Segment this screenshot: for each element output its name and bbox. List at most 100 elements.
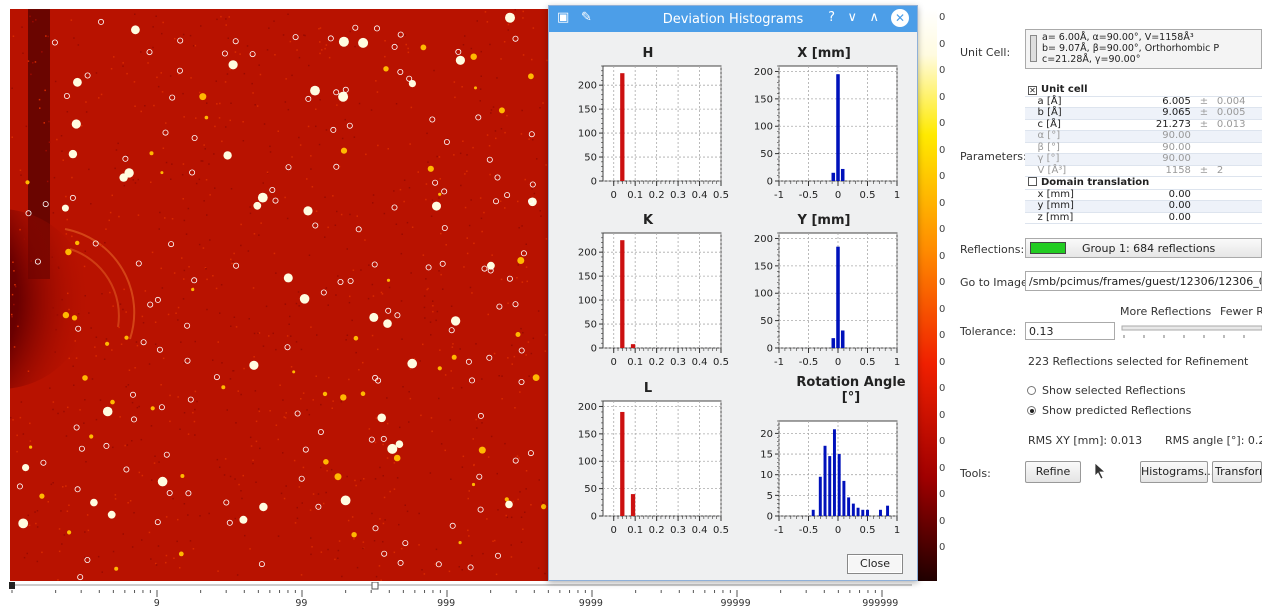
- predicted-marker: [42, 201, 49, 208]
- tolerance-input[interactable]: 0.13: [1025, 322, 1115, 340]
- reflection-spot: [107, 510, 116, 519]
- dialog-titlebar[interactable]: ▣ ✎ Deviation Histograms ? ∨ ∧ ✕: [549, 6, 917, 32]
- x-tick-label: 1: [894, 357, 900, 368]
- predicted-marker: [504, 192, 511, 199]
- pin-icon[interactable]: ✎: [581, 10, 592, 25]
- predicted-marker: [232, 38, 239, 45]
- x-tick-label: 0: [611, 357, 617, 368]
- predicted-marker: [177, 37, 184, 44]
- histogram-title: Y [mm]: [797, 213, 851, 228]
- reflection-group-select[interactable]: Group 1: 684 reflections: [1025, 238, 1262, 258]
- param-row[interactable]: V [Å³] 1158 ±2: [1025, 165, 1262, 177]
- reflection-spot: [310, 85, 320, 96]
- reflection-spot: [249, 360, 259, 370]
- param-cell: 2: [1213, 165, 1262, 177]
- param-row[interactable]: x [mm] 0.00: [1025, 189, 1262, 201]
- x-tick-label: 0.1: [627, 357, 643, 368]
- predicted-marker: [154, 519, 161, 526]
- predicted-marker: [258, 561, 265, 568]
- predicted-marker: [320, 289, 327, 296]
- predicted-marker: [312, 222, 319, 229]
- param-row[interactable]: γ [°] 90.00: [1025, 153, 1262, 166]
- scale-handle-min: [9, 582, 15, 589]
- close-button[interactable]: Close: [847, 554, 903, 574]
- y-tick-label: 0: [767, 344, 773, 355]
- reflection-spot: [498, 107, 505, 114]
- histograms-button[interactable]: Histograms...: [1140, 461, 1214, 483]
- param-row[interactable]: z [mm] 0.00: [1025, 212, 1262, 224]
- reflections-label: Reflections:: [960, 243, 1025, 256]
- param-group-row[interactable]: Domain translation: [1025, 176, 1262, 190]
- tolerance-label: Tolerance:: [960, 325, 1017, 338]
- minimize-icon[interactable]: ∨: [847, 10, 857, 25]
- goto-image-input[interactable]: /smb/pcimus/frames/guest/12306/12306_01_…: [1025, 271, 1262, 291]
- predicted-marker: [131, 416, 138, 423]
- param-group-checkbox[interactable]: ✕: [1028, 86, 1037, 95]
- diffraction-image[interactable]: [10, 9, 548, 581]
- reflection-spots: [10, 9, 548, 581]
- param-row[interactable]: β [°] 90.00: [1025, 142, 1262, 154]
- histogram-l: L 0 50 100 150 200 0 0.1 0.2 0.3 0.4 0.5: [559, 381, 737, 546]
- x-tick-label: 0.5: [860, 357, 876, 368]
- predicted-marker: [16, 483, 23, 490]
- reflection-spot: [471, 482, 476, 487]
- transform-button[interactable]: Transforma: [1212, 461, 1262, 483]
- reflection-spot: [82, 375, 88, 381]
- histogram-bar: [840, 168, 845, 181]
- help-icon[interactable]: ?: [828, 10, 835, 25]
- show-selected-radio[interactable]: [1027, 386, 1036, 395]
- y-tick-label: 0: [767, 512, 773, 523]
- param-cell: ±: [1193, 119, 1214, 131]
- colorbar-tick: 0: [939, 91, 946, 103]
- tolerance-slider[interactable]: [1120, 322, 1262, 342]
- reflection-spot: [150, 406, 155, 411]
- maximize-icon[interactable]: ∧: [869, 10, 879, 25]
- y-tick-label: 50: [760, 316, 773, 327]
- close-icon[interactable]: ✕: [891, 9, 909, 27]
- param-row[interactable]: a [Å] 6.005 ±0.004: [1025, 96, 1262, 108]
- app-icon: ▣: [557, 10, 570, 25]
- predicted-marker: [191, 277, 198, 284]
- predicted-marker: [391, 204, 398, 211]
- reflection-spot: [458, 541, 462, 545]
- predicted-marker: [468, 377, 475, 384]
- param-group-checkbox[interactable]: [1028, 177, 1037, 186]
- x-tick-label: -1: [774, 190, 784, 201]
- parameters-tree[interactable]: ✕ Unit cell a [Å] 6.005 ±0.004 b [Å] 9.065 ±0…: [1025, 84, 1262, 224]
- reflection-spot: [470, 53, 477, 60]
- colorbar-tick: 0: [939, 250, 946, 262]
- param-row[interactable]: y [mm] 0.00: [1025, 200, 1262, 213]
- param-group-row[interactable]: ✕ Unit cell: [1025, 84, 1262, 97]
- fewer-reflections-label: Fewer Ref: [1220, 305, 1262, 318]
- predicted-marker: [512, 301, 519, 308]
- reflection-spot: [340, 495, 351, 506]
- reflection-spot: [29, 445, 33, 449]
- reflection-spot: [474, 86, 477, 90]
- histogram-title: X [mm]: [797, 46, 851, 61]
- diffraction-image-canvas: [10, 9, 548, 581]
- predicted-marker: [380, 435, 387, 442]
- param-row[interactable]: c [Å] 21.273 ±0.013: [1025, 119, 1262, 131]
- y-tick-label: 150: [578, 105, 597, 116]
- predicted-marker: [486, 354, 493, 361]
- predicted-marker: [156, 346, 163, 353]
- param-row[interactable]: α [°] 90.00: [1025, 130, 1262, 143]
- intensity-scale-slider[interactable]: [0, 582, 918, 610]
- predicted-marker: [176, 67, 183, 74]
- predicted-marker: [77, 574, 84, 581]
- y-tick-label: 200: [578, 248, 597, 259]
- refine-button[interactable]: Refine: [1025, 461, 1081, 483]
- predicted-marker: [467, 564, 474, 571]
- predicted-marker: [475, 114, 482, 121]
- predicted-marker: [448, 327, 455, 334]
- colorbar-tick: 0: [939, 356, 946, 368]
- param-row[interactable]: b [Å] 9.065 ±0.005: [1025, 107, 1262, 120]
- histogram-bar: [620, 240, 625, 348]
- unit-cell-box: a= 6.00Å, α=90.00°, V=1158Å³ b= 9.07Å, β…: [1025, 29, 1262, 69]
- predicted-marker: [272, 197, 279, 204]
- x-tick-label: 0.3: [670, 190, 686, 201]
- histogram-bar: [836, 246, 840, 348]
- reflection-spot: [292, 370, 296, 374]
- show-predicted-radio[interactable]: [1027, 406, 1036, 415]
- param-cell: x [mm]: [1025, 189, 1137, 201]
